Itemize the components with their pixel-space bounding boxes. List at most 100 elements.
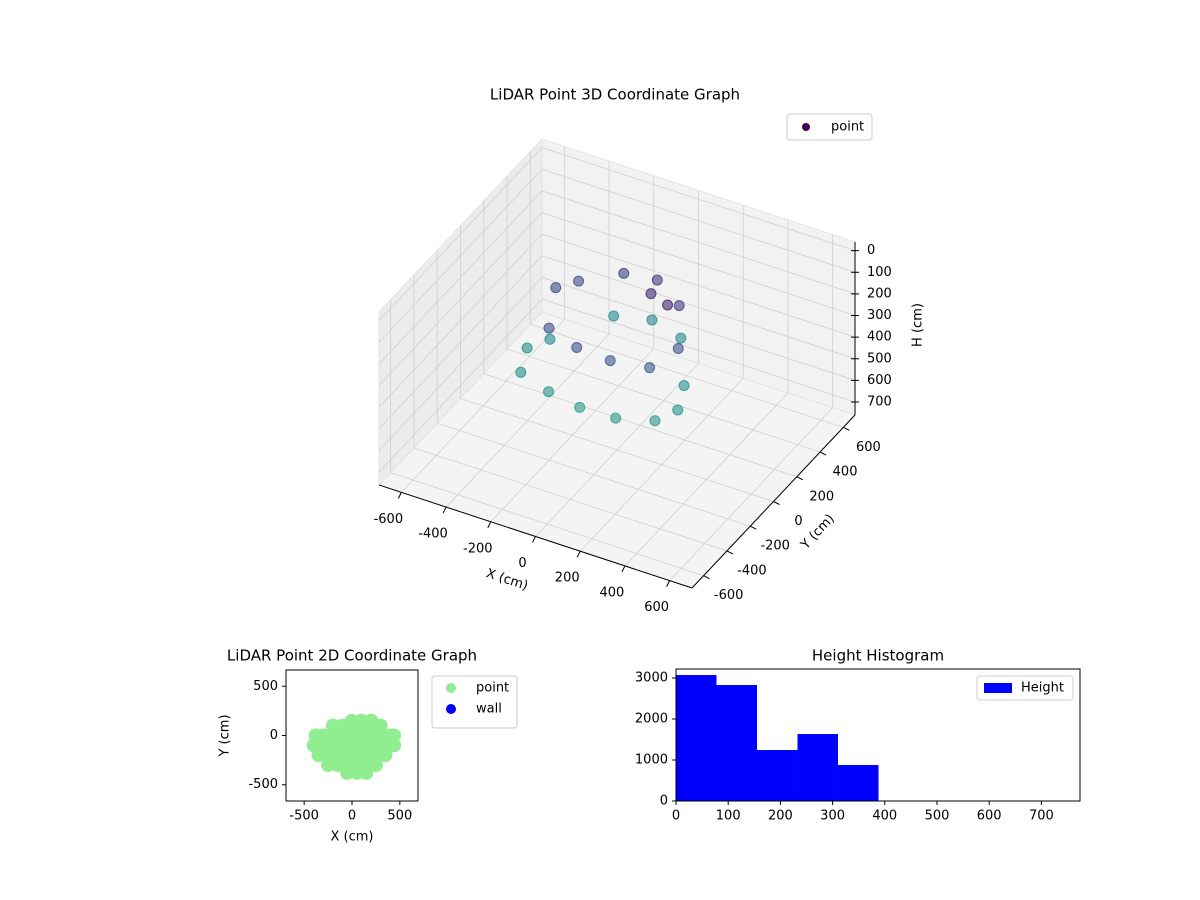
point	[325, 718, 340, 733]
point	[573, 275, 585, 287]
x-tick	[621, 565, 626, 573]
point	[608, 310, 620, 322]
point	[373, 718, 388, 733]
z-tick-label: 600	[867, 373, 892, 388]
y-tick	[726, 550, 734, 555]
point	[543, 386, 555, 398]
y-tick-label: -600	[714, 588, 744, 603]
point	[672, 343, 684, 354]
legend-label: point	[831, 120, 864, 135]
z-tick-label: 400	[867, 330, 892, 345]
y-tick	[703, 575, 710, 580]
grid-line	[378, 212, 543, 386]
y-tick-label: 400	[833, 465, 858, 480]
grid-line	[378, 233, 543, 408]
bar	[797, 734, 839, 801]
point	[515, 366, 527, 378]
x-tick	[666, 580, 671, 587]
x-tick-label: -200	[463, 541, 493, 556]
point	[675, 332, 687, 344]
point	[651, 274, 663, 286]
x-tick	[442, 506, 447, 514]
x-tick-label: 700	[1029, 809, 1054, 824]
z-tick-label: 700	[867, 395, 892, 410]
point	[521, 342, 533, 354]
y-tick	[773, 501, 780, 505]
point	[345, 718, 359, 733]
y-tick-label: 0	[660, 794, 668, 809]
grid-line	[378, 147, 543, 321]
point	[543, 322, 555, 334]
legend-marker	[446, 704, 456, 714]
point	[368, 758, 383, 773]
x-tick-label: 0	[348, 809, 356, 824]
grid-line	[541, 255, 856, 360]
grid-line	[541, 147, 856, 252]
point	[645, 288, 657, 300]
point	[368, 748, 383, 763]
z-tick-label: 0	[867, 243, 875, 258]
bar	[676, 675, 717, 801]
point	[678, 380, 690, 392]
point	[354, 728, 369, 743]
grid-line	[390, 472, 704, 577]
point	[311, 748, 326, 763]
grid-line	[413, 447, 728, 552]
x-tick-label: 600	[644, 600, 669, 615]
point	[644, 362, 656, 374]
grid-line	[541, 233, 856, 338]
x-tick-label: 400	[600, 585, 625, 600]
x-tick-label: 200	[555, 571, 580, 586]
grid-line	[483, 373, 797, 478]
z-axis-label: H (cm)	[911, 303, 926, 347]
x-tick-label: 300	[820, 809, 845, 824]
point	[618, 267, 630, 279]
point	[359, 765, 374, 780]
x-tick-label: 0	[518, 556, 526, 571]
x-tick-label: -400	[418, 527, 448, 542]
grid-line	[541, 190, 856, 295]
z-tick-label: 500	[867, 351, 892, 366]
point	[354, 718, 369, 733]
x-axis-label: X (cm)	[331, 830, 374, 845]
point	[359, 748, 374, 763]
point	[321, 748, 336, 763]
legend-marker	[446, 683, 456, 693]
point	[378, 748, 393, 763]
point	[673, 300, 685, 312]
point	[649, 415, 661, 427]
y-tick	[843, 426, 850, 431]
x-tick-label: 100	[716, 809, 741, 824]
point	[364, 718, 379, 733]
y-tick-label: 0	[270, 728, 278, 743]
bar	[716, 685, 758, 801]
y-tick-label: 1000	[635, 753, 668, 768]
grid-line	[378, 190, 543, 365]
bar	[757, 750, 798, 801]
y-tick-label: 200	[809, 489, 834, 504]
point	[330, 748, 345, 763]
point	[316, 728, 331, 743]
legend-patch	[984, 683, 1012, 693]
point	[340, 765, 355, 780]
legend-marker	[802, 123, 810, 131]
point	[321, 758, 336, 773]
z-tick-label: 100	[867, 265, 892, 280]
chart-title: Height Histogram	[812, 647, 944, 665]
x-tick-label: -600	[374, 512, 404, 527]
x-tick-label: 400	[872, 809, 897, 824]
point	[610, 412, 622, 424]
bar	[838, 765, 879, 801]
y-axis-line	[691, 414, 856, 589]
grid-line	[541, 277, 856, 381]
grid-line	[378, 255, 543, 430]
axes-frame	[675, 668, 1081, 802]
grid-line	[506, 348, 821, 453]
y-tick	[819, 451, 827, 456]
x-tick-label: 500	[387, 809, 412, 824]
grid-line	[541, 212, 856, 316]
chart-title: LiDAR Point 3D Coordinate Graph	[490, 86, 740, 104]
point	[340, 748, 355, 763]
y-tick-label: -500	[248, 777, 278, 792]
